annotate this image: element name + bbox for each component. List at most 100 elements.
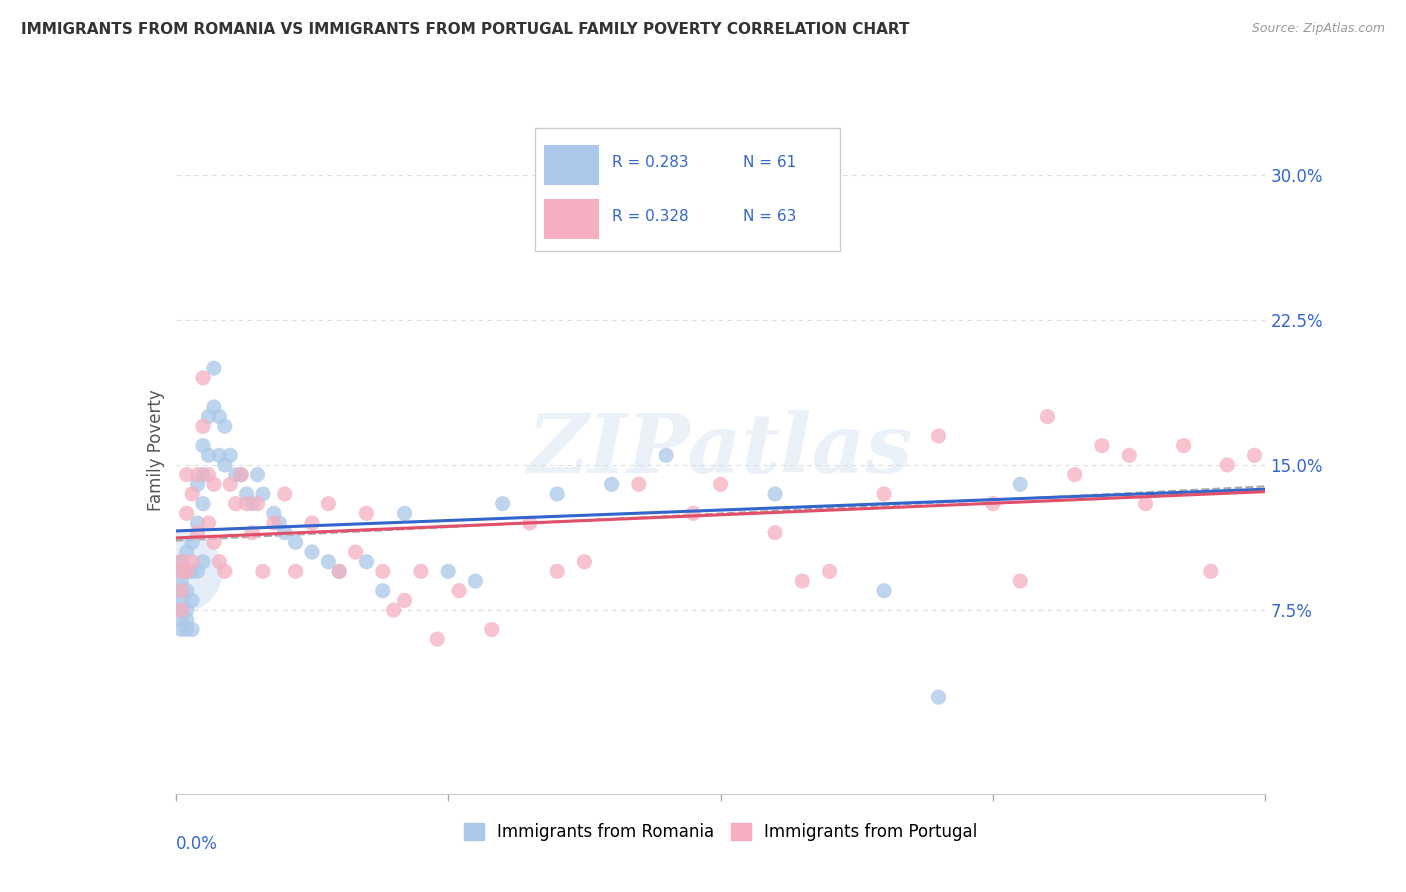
Text: Source: ZipAtlas.com: Source: ZipAtlas.com — [1251, 22, 1385, 36]
Point — [170, 583, 193, 598]
Point — [274, 525, 297, 540]
Point — [197, 448, 219, 462]
Point — [176, 613, 198, 627]
Point — [176, 506, 198, 520]
Y-axis label: Family Poverty: Family Poverty — [146, 390, 165, 511]
Point — [197, 516, 219, 530]
Point — [763, 487, 786, 501]
Point — [301, 545, 323, 559]
Point — [186, 516, 209, 530]
Point — [219, 448, 242, 462]
Point — [170, 555, 193, 569]
Point — [240, 497, 263, 511]
Point — [186, 525, 209, 540]
Point — [328, 565, 350, 579]
Point — [655, 448, 678, 462]
Point — [318, 497, 340, 511]
Point — [1243, 448, 1265, 462]
Point — [202, 400, 225, 414]
Point — [176, 583, 198, 598]
Point — [546, 565, 568, 579]
Point — [170, 613, 193, 627]
Point — [176, 545, 198, 559]
Point — [546, 487, 568, 501]
Point — [225, 497, 247, 511]
Point — [197, 409, 219, 424]
Point — [682, 506, 704, 520]
Point — [246, 467, 269, 482]
Point — [214, 419, 236, 434]
Point — [208, 448, 231, 462]
Point — [170, 603, 193, 617]
Point — [492, 497, 515, 511]
Point — [231, 467, 253, 482]
Point — [170, 583, 193, 598]
Point — [225, 467, 247, 482]
Point — [219, 477, 242, 491]
Point — [191, 419, 214, 434]
Point — [394, 593, 416, 607]
Point — [202, 477, 225, 491]
Point — [1036, 409, 1059, 424]
Point — [202, 535, 225, 549]
Point — [1010, 477, 1032, 491]
Point — [792, 574, 814, 588]
Point — [181, 623, 204, 637]
Point — [269, 516, 291, 530]
Point — [186, 565, 209, 579]
Point — [627, 477, 650, 491]
Point — [181, 487, 204, 501]
Point — [371, 565, 394, 579]
Point — [191, 497, 214, 511]
Point — [382, 603, 405, 617]
Point — [284, 535, 307, 549]
Point — [409, 565, 432, 579]
Point — [600, 477, 623, 491]
Point — [1216, 458, 1239, 472]
Point — [176, 565, 198, 579]
Text: IMMIGRANTS FROM ROMANIA VS IMMIGRANTS FROM PORTUGAL FAMILY POVERTY CORRELATION C: IMMIGRANTS FROM ROMANIA VS IMMIGRANTS FR… — [21, 22, 910, 37]
Point — [181, 593, 204, 607]
Point — [481, 623, 503, 637]
Point — [1091, 439, 1114, 453]
Point — [235, 497, 257, 511]
Point — [519, 516, 541, 530]
Point — [710, 477, 733, 491]
Point — [231, 467, 253, 482]
Point — [274, 487, 297, 501]
Point — [214, 458, 236, 472]
Point — [371, 583, 394, 598]
Point — [464, 574, 486, 588]
Point — [284, 565, 307, 579]
Point — [176, 603, 198, 617]
Point — [176, 565, 198, 579]
Point — [176, 467, 198, 482]
Legend: Immigrants from Romania, Immigrants from Portugal: Immigrants from Romania, Immigrants from… — [457, 816, 984, 847]
Point — [710, 216, 733, 230]
Point — [240, 525, 263, 540]
Point — [202, 361, 225, 376]
Point — [1118, 448, 1140, 462]
Point — [170, 565, 193, 579]
Point — [356, 506, 378, 520]
Point — [263, 516, 285, 530]
Point — [208, 555, 231, 569]
Point — [197, 467, 219, 482]
Point — [176, 623, 198, 637]
Point — [447, 583, 470, 598]
Point — [394, 506, 416, 520]
Point — [170, 555, 193, 569]
Point — [170, 623, 193, 637]
Point — [181, 535, 204, 549]
Point — [235, 487, 257, 501]
Point — [928, 429, 950, 443]
Point — [214, 565, 236, 579]
Point — [356, 555, 378, 569]
Point — [252, 487, 274, 501]
Point — [1173, 439, 1195, 453]
Point — [170, 593, 193, 607]
Point — [191, 371, 214, 385]
Text: ZIPatlas: ZIPatlas — [527, 410, 914, 491]
Point — [263, 506, 285, 520]
Point — [170, 565, 193, 579]
